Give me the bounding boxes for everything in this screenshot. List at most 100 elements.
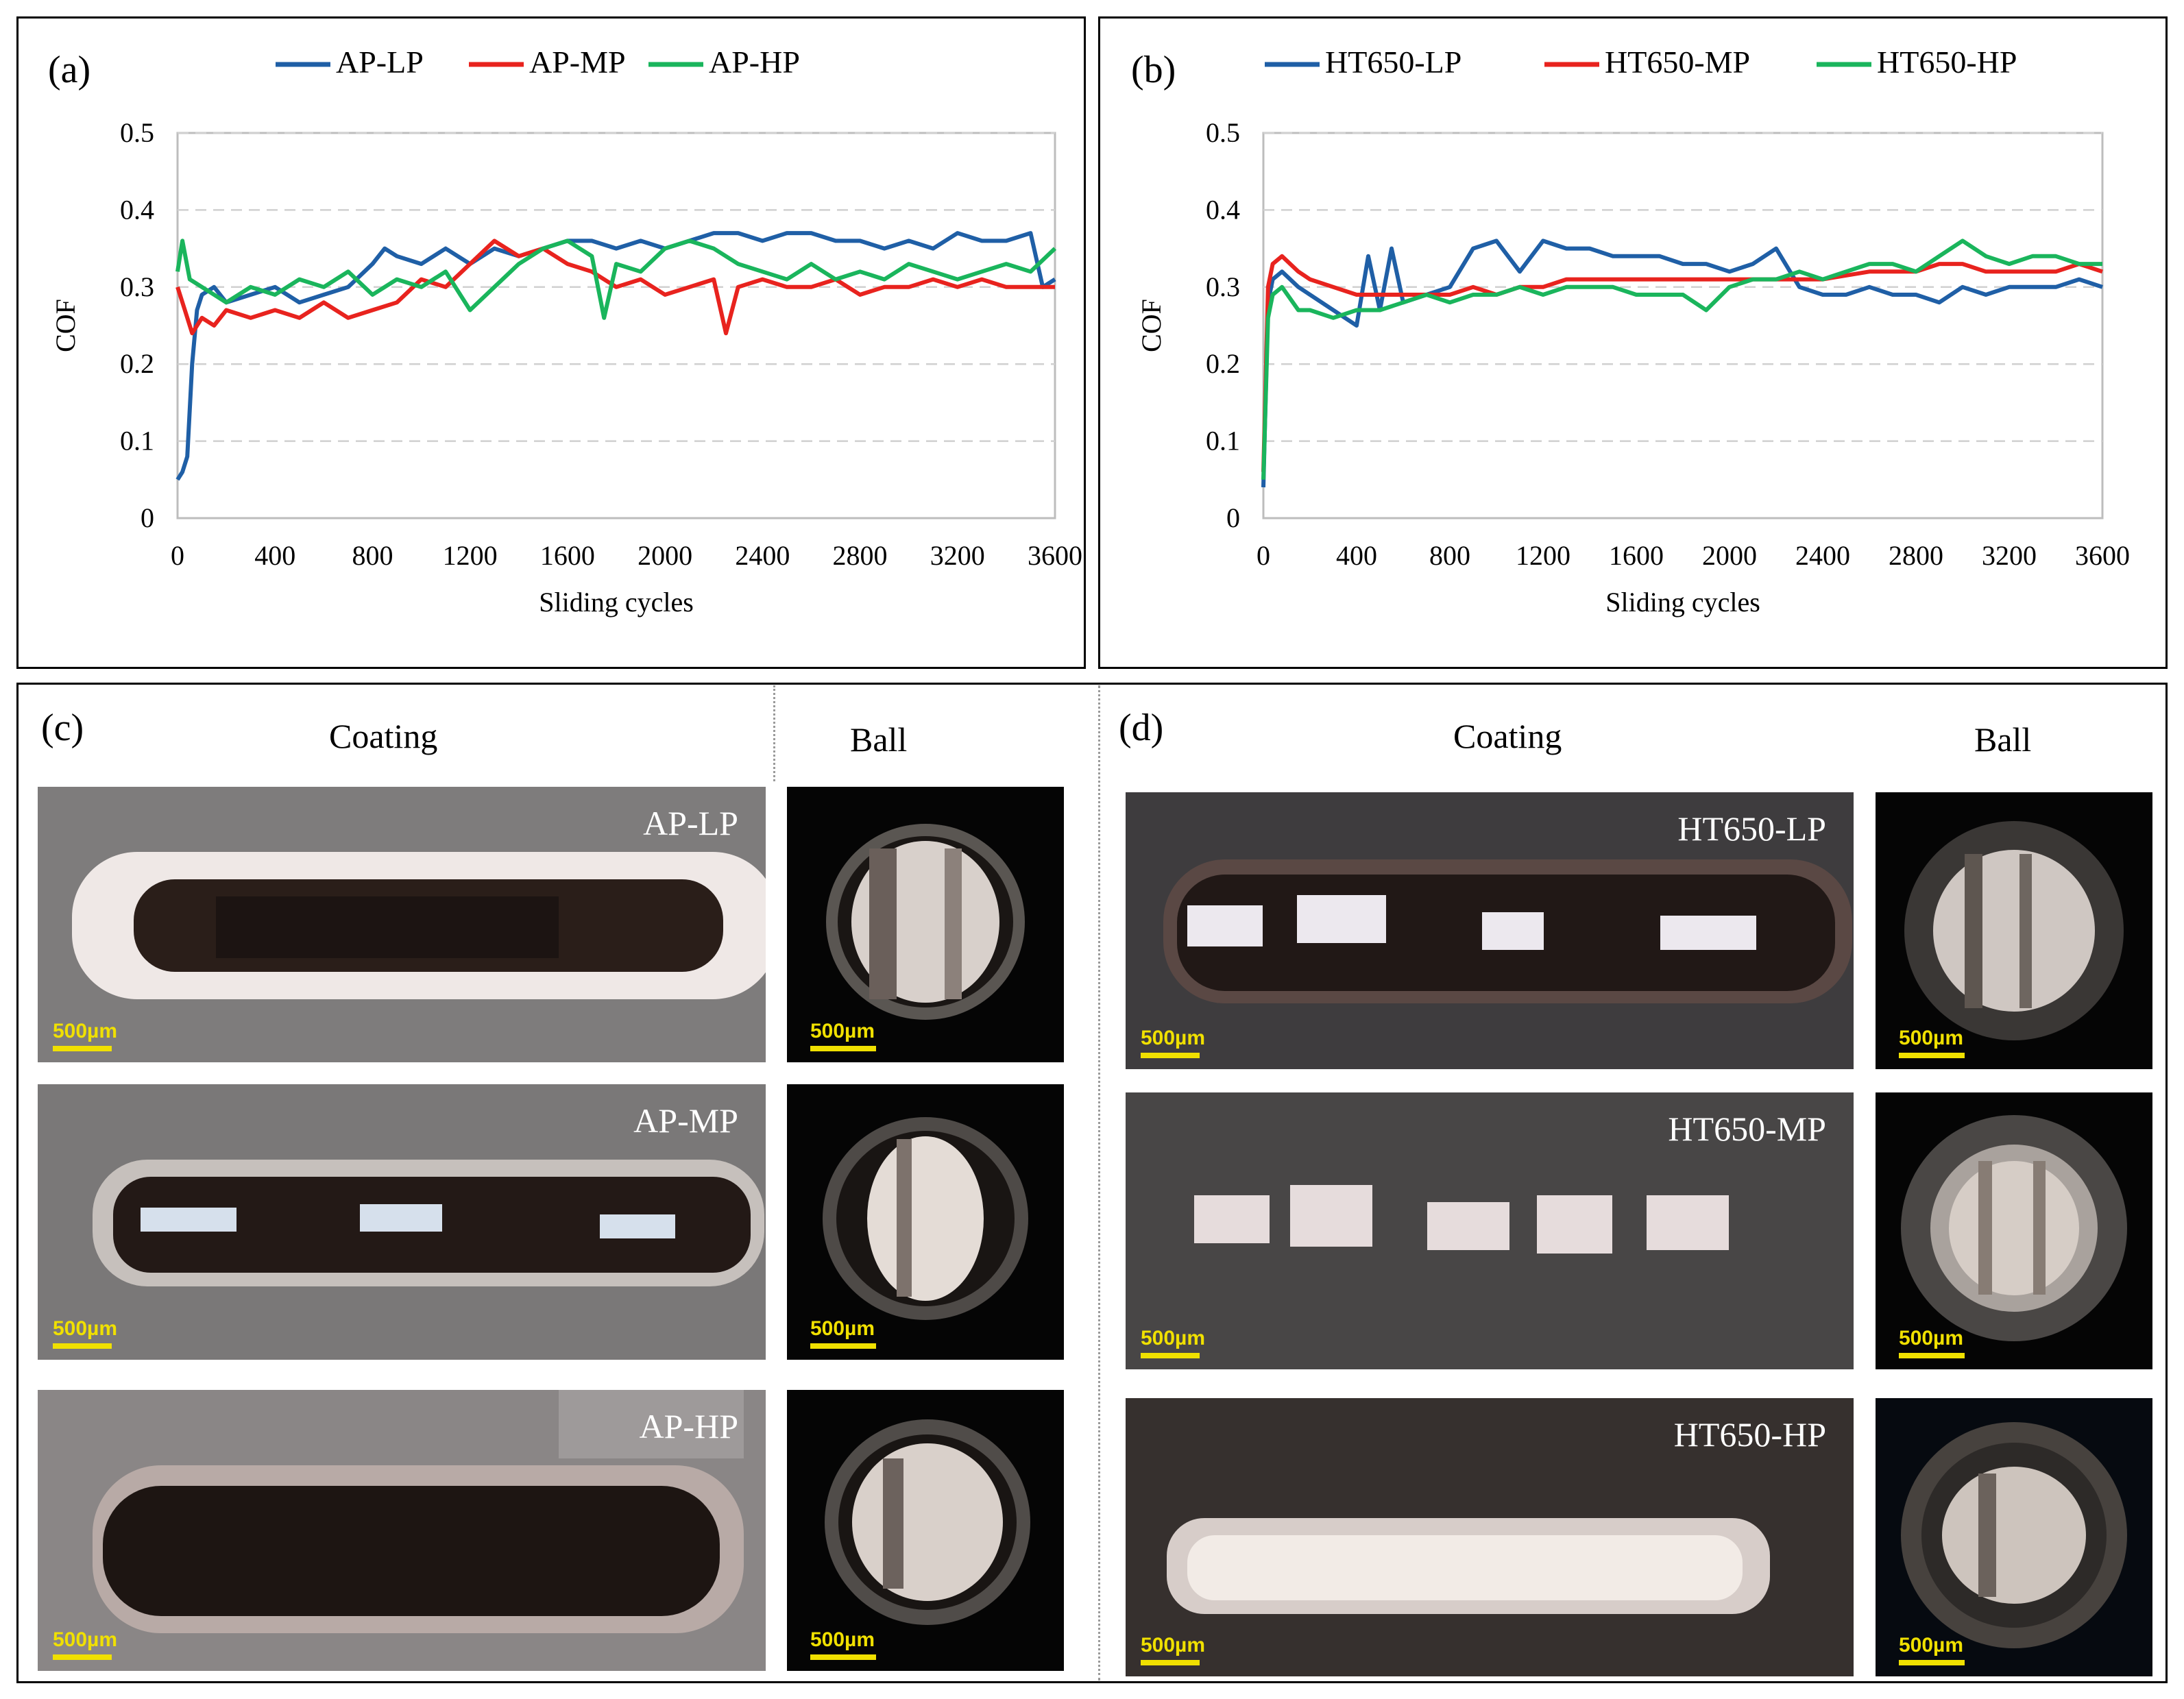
x-axis-label: Sliding cycles [1605,587,1760,618]
legend-label: AP-LP [336,45,424,80]
x-tick-label: 2400 [735,540,790,571]
panel-d-label: (d) [1119,707,1164,749]
x-tick-label: 2000 [1702,540,1757,571]
x-tick-label: 3600 [2075,540,2130,571]
scale-bar [1899,1053,1965,1058]
scale-bar [1141,1353,1200,1358]
x-axis-label: Sliding cycles [539,587,694,618]
coating-label: AP-MP [633,1101,738,1140]
plot-area [1262,132,2104,520]
ball-scar-image [826,824,1025,1020]
x-tick-label: 1200 [1516,540,1570,571]
x-tick-label: 400 [1336,540,1377,571]
x-tick-label: 800 [352,540,393,571]
plot-area [176,132,1056,520]
panel-label: (a) [48,49,90,91]
panel-c-label: (c) [41,707,84,749]
y-axis-label: COF [1136,299,1167,352]
ball-scar-image [1901,1422,2127,1648]
x-tick-label: 1600 [1609,540,1664,571]
ball-micrograph-ht650-mp: 500µm [1876,1092,2152,1369]
y-tick-label: 0.3 [120,271,154,302]
y-tick-label: 0.1 [1206,426,1240,456]
scale-text: 500µm [810,1628,875,1651]
chart-b-frame [1098,16,2168,669]
scale-text: 500µm [1899,1027,1964,1049]
x-tick-label: 2400 [1795,540,1850,571]
scale-text: 500µm [1899,1327,1964,1349]
coating-micrograph-ap-lp: AP-LP 500µm [38,787,766,1062]
charts-svg: 0 0.1 0.2 0.3 0.4 0.5 0 400 800 1200 1600 2000 2400 2… [48,45,2130,618]
y-axis-label: COF [50,299,81,352]
ball-micrograph-ap-lp: 500µm [787,787,1064,1062]
coating-label: HT650-LP [1677,809,1826,848]
scale-bar [1141,1053,1200,1058]
scale-text: 500µm [1141,1634,1206,1657]
panel-d-ball-title: Ball [1974,720,2032,759]
x-tick-label: 3200 [1982,540,2037,571]
scale-bar [810,1343,876,1349]
coating-label: AP-LP [643,804,738,842]
ball-scar-image [825,1419,1030,1625]
scale-bar [1899,1353,1965,1358]
scale-bar [53,1343,112,1349]
y-tick-label: 0 [141,502,154,533]
wear-track-image [93,1160,764,1286]
panel-c-ball-title: Ball [850,720,908,759]
scale-text: 500µm [53,1020,118,1042]
ball-scar-image [1901,1115,2127,1341]
panel-c-coating-title: Coating [329,717,438,755]
scale-bar [810,1654,876,1660]
coating-label: HT650-MP [1668,1110,1826,1148]
coating-micrograph-ht650-mp: HT650-MP 500µm [1126,1092,1854,1369]
series-line-ht650-mp [1261,254,2103,472]
ball-micrograph-ht650-lp: 500µm [1876,792,2152,1069]
wear-track-image [72,852,766,999]
scale-text: 500µm [1141,1327,1206,1349]
x-tick-label: 3600 [1028,540,1082,571]
wear-track-image [1194,1185,1729,1254]
divider-c-ball [773,685,775,781]
legend-label: AP-MP [529,45,626,80]
y-tick-label: 0.5 [120,117,154,148]
series-line-ht650-lp [1261,239,2103,488]
y-tick-label: 0.4 [1206,194,1240,225]
x-tick-label: 800 [1429,540,1470,571]
wear-track-image [93,1390,744,1633]
chart-b: 0 0.1 0.2 0.3 0.4 0.5 0 400 800 1200 1600 2000 2400 2… [1131,45,2130,618]
ball-scar-image [1904,821,2124,1040]
x-tick-label: 0 [1257,540,1270,571]
legend-label: HT650-MP [1605,45,1750,80]
chart-a: 0 0.1 0.2 0.3 0.4 0.5 0 400 800 1200 1600 2000 2400 2… [48,45,1082,618]
scale-text: 500µm [1899,1634,1964,1657]
coating-label: HT650-HP [1673,1415,1826,1454]
x-tick-label: 400 [254,540,295,571]
ball-micrograph-ap-mp: 500µm [787,1084,1064,1360]
scale-bar [1141,1660,1200,1665]
coating-micrograph-ht650-lp: HT650-LP 500µm [1126,792,1854,1069]
divider-c-d [1098,685,1100,1680]
x-tick-label: 1200 [443,540,498,571]
scale-text: 500µm [810,1317,875,1340]
scale-text: 500µm [53,1628,118,1651]
y-tick-label: 0.3 [1206,271,1240,302]
scale-bar [1899,1660,1965,1665]
coating-label: AP-HP [639,1407,738,1445]
legend-label: HT650-HP [1877,45,2017,80]
wear-track-image [1163,859,1852,1003]
y-tick-label: 0.2 [120,348,154,379]
x-tick-label: 2800 [833,540,888,571]
ball-micrograph-ap-hp: 500µm [787,1390,1064,1671]
panel-d-coating-title: Coating [1453,717,1562,755]
y-tick-label: 0.4 [120,194,154,225]
coating-micrograph-ap-hp: AP-HP 500µm [38,1390,766,1671]
wear-track-image [1167,1518,1770,1614]
y-tick-label: 0.2 [1206,348,1240,379]
ball-scar-image [823,1117,1028,1320]
x-tick-label: 0 [171,540,184,571]
y-tick-label: 0.5 [1206,117,1240,148]
series-line-ap-hp [175,239,1057,320]
legend-label: HT650-LP [1325,45,1461,80]
series-line-ht650-hp [1261,239,2102,480]
coating-micrograph-ap-mp: AP-MP 500µm [38,1084,766,1360]
